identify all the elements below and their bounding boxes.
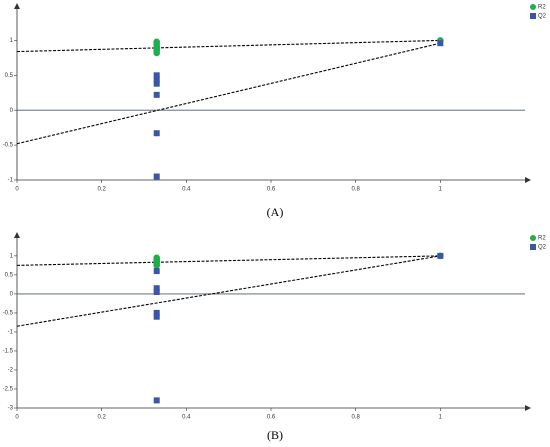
y-axis-arrow (14, 3, 20, 9)
y-tick-label: -1 (8, 178, 14, 184)
point (153, 80, 160, 87)
y-tick-label: -2 (8, 368, 14, 374)
x-tick-label: 0.2 (97, 415, 106, 421)
y-tick-label: -0.5 (3, 310, 14, 316)
y-tick-label: 1 (10, 253, 14, 259)
legend-marker (530, 13, 536, 19)
x-tick-label: 0.6 (267, 187, 276, 193)
legend-marker (530, 244, 536, 250)
y-tick-label: -2.5 (3, 387, 14, 393)
y-tick-label: 1 (10, 38, 14, 44)
point (153, 173, 160, 180)
x-tick-label: 0.2 (97, 187, 106, 193)
x-tick-label: 0.4 (182, 187, 191, 193)
regression-line (16, 39, 441, 53)
x-tick-label: 1 (439, 187, 443, 193)
x-axis-arrow (525, 177, 531, 183)
point (153, 285, 160, 292)
point (153, 289, 160, 296)
y-axis-arrow (14, 232, 20, 238)
point (153, 309, 160, 316)
legend-label: R2 (538, 5, 546, 11)
legend-label: Q2 (538, 245, 547, 251)
point (437, 252, 444, 259)
point (153, 313, 160, 320)
point (153, 397, 160, 404)
panel-label: (B) (267, 428, 283, 442)
y-tick-label: -0.5 (3, 143, 14, 149)
legend-label: R2 (538, 236, 546, 242)
point (153, 130, 160, 137)
x-tick-label: 0 (15, 415, 19, 421)
point (153, 72, 160, 79)
point (153, 91, 160, 98)
y-tick-label: -1.5 (3, 349, 14, 355)
y-tick-label: -1 (8, 330, 14, 336)
panel-label: (A) (267, 205, 284, 219)
legend-label: Q2 (538, 14, 547, 20)
point (153, 76, 160, 83)
regression-line (16, 255, 441, 327)
x-tick-label: 0.4 (182, 415, 191, 421)
y-tick-label: 0.5 (5, 73, 14, 79)
point (153, 49, 160, 57)
x-tick-label: 0.8 (351, 187, 360, 193)
regression-line (16, 255, 441, 266)
x-tick-label: 1 (439, 415, 443, 421)
x-tick-label: 0.8 (351, 415, 360, 421)
x-axis-arrow (525, 405, 531, 411)
y-tick-label: 0.5 (5, 272, 14, 278)
y-tick-label: 0 (10, 291, 14, 297)
y-tick-label: 0 (10, 108, 14, 114)
x-tick-label: 0 (15, 187, 19, 193)
point (153, 268, 160, 275)
point (437, 40, 444, 47)
point (153, 262, 160, 269)
y-tick-label: -3 (8, 406, 14, 412)
regression-line (16, 42, 441, 145)
legend-marker (530, 4, 536, 10)
x-tick-label: 0.6 (267, 415, 276, 421)
legend-marker (530, 235, 536, 241)
